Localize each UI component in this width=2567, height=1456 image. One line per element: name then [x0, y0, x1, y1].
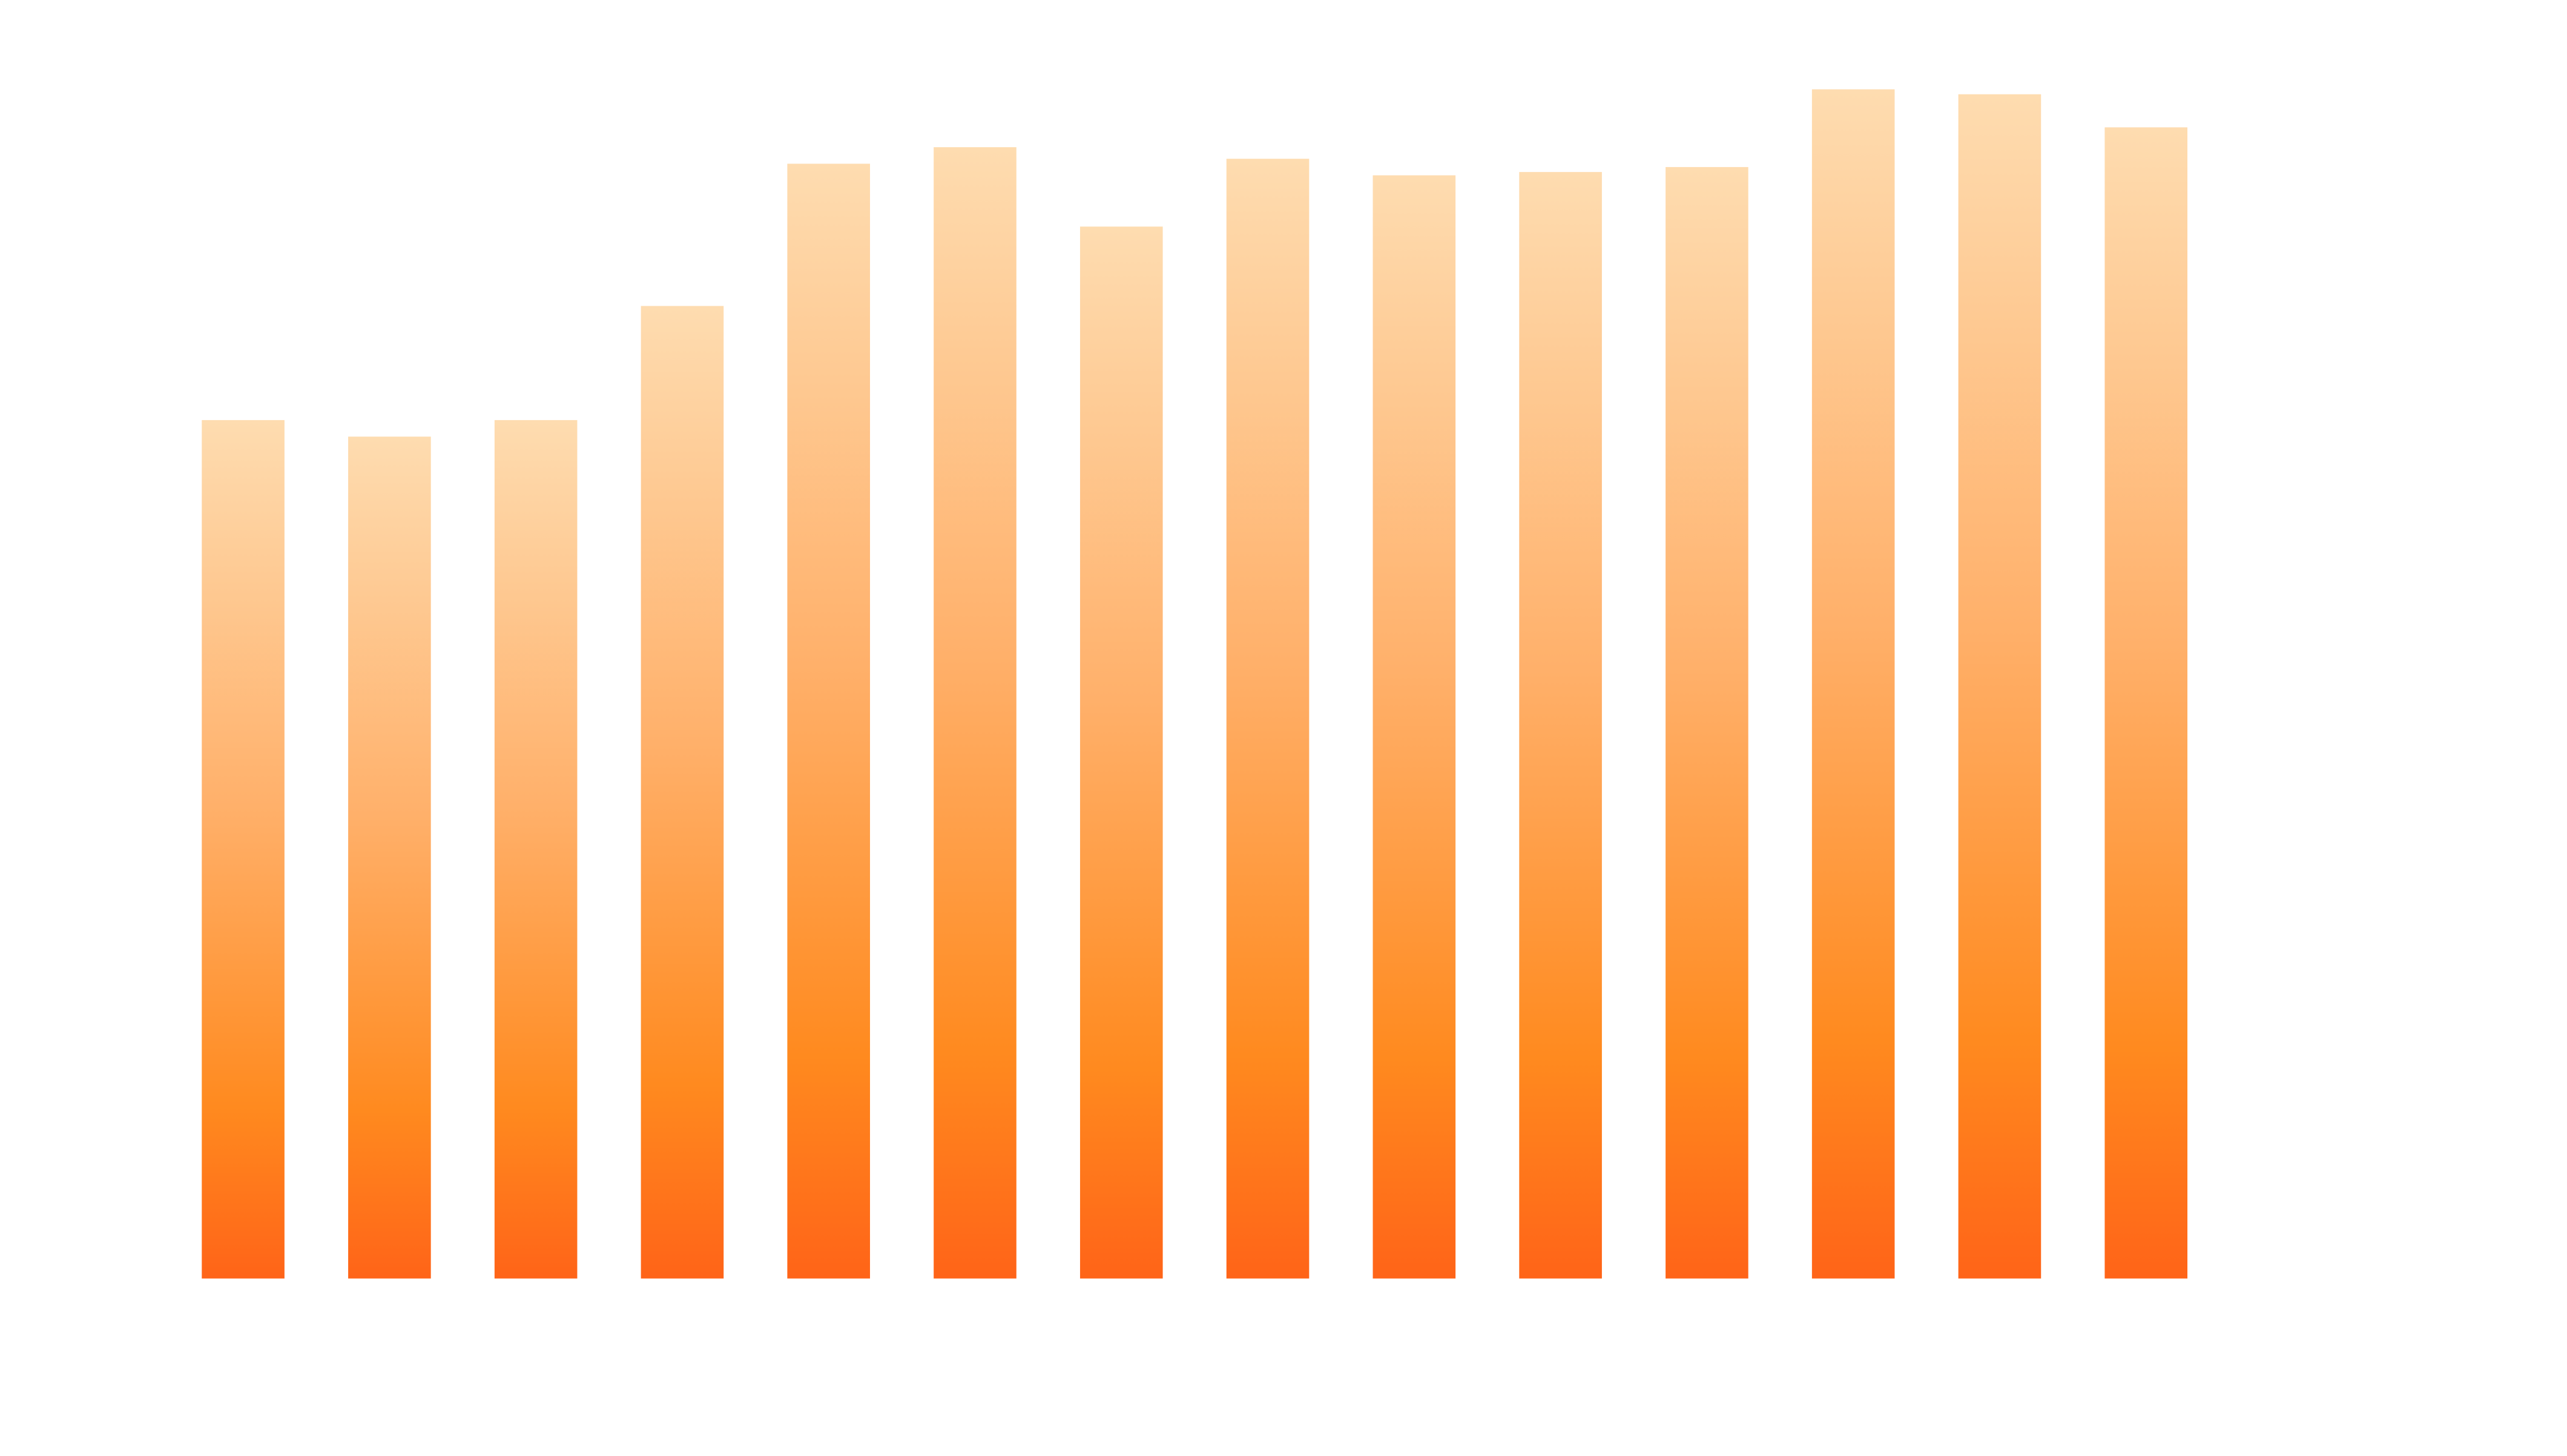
- bar: [934, 147, 1017, 1279]
- bar: [1079, 226, 1163, 1279]
- bar: [1811, 89, 1895, 1279]
- bar: [1958, 94, 2041, 1279]
- bar: [787, 163, 871, 1279]
- bar: [202, 420, 285, 1279]
- bar: [641, 306, 724, 1279]
- bar: [348, 436, 431, 1279]
- bar: [494, 420, 578, 1279]
- bar: [1666, 166, 1748, 1279]
- bar: [1226, 159, 1310, 1279]
- bar: [1519, 172, 1602, 1279]
- bar: [1372, 175, 1456, 1279]
- bar: [2104, 127, 2188, 1279]
